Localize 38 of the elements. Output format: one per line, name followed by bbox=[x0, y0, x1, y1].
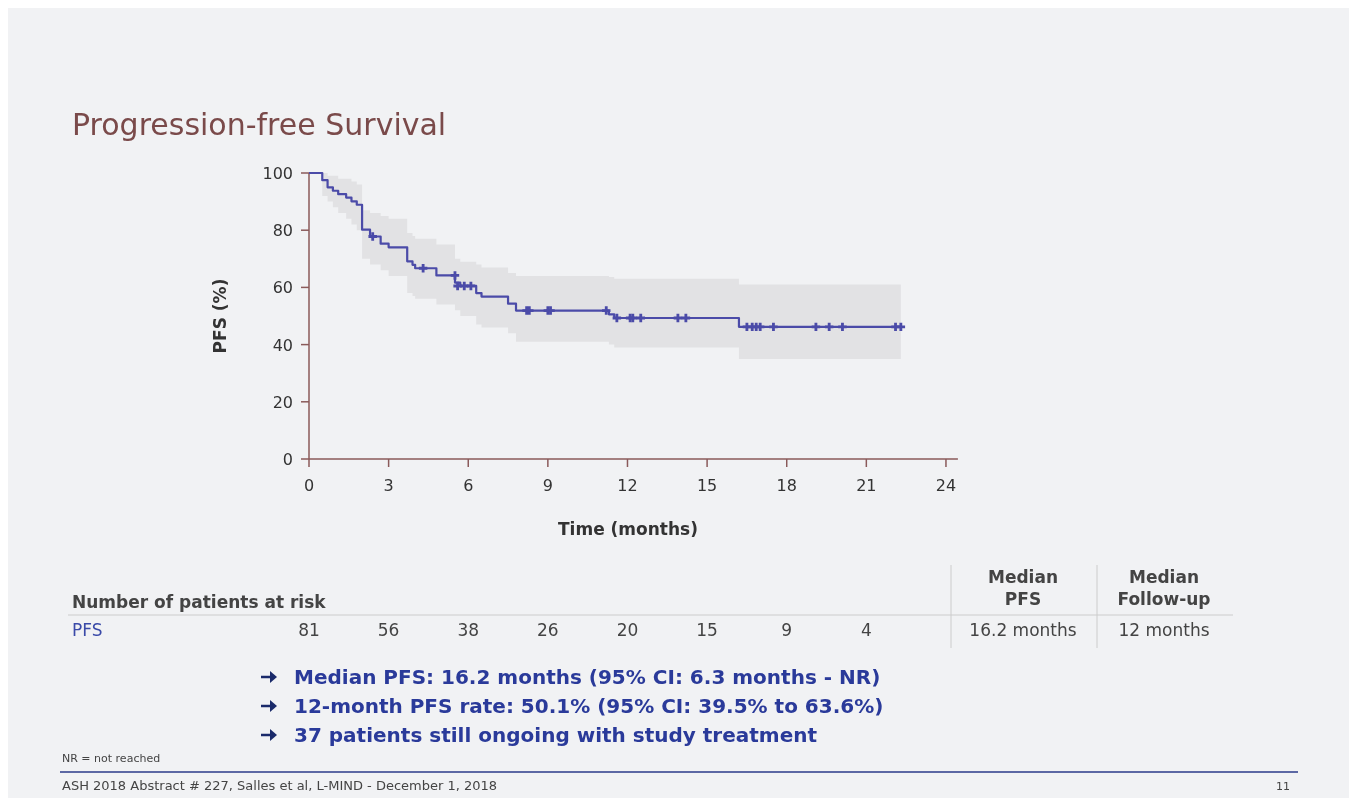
text: 20 bbox=[616, 620, 639, 640]
x-tick-label: 3 bbox=[383, 476, 394, 495]
text: Median Follow-up bbox=[1117, 567, 1211, 609]
text: Number of patients at risk bbox=[72, 592, 327, 612]
text: 56 bbox=[377, 620, 400, 640]
y-axis-title: PFS (%) bbox=[210, 278, 230, 354]
text: 9 bbox=[781, 620, 793, 640]
x-tick-label: 18 bbox=[776, 476, 797, 495]
text: PFS bbox=[72, 620, 103, 640]
text: 38 bbox=[457, 620, 480, 640]
text: ASH 2018 Abstract # 227, Salles et al, L-MIND - December 1, 2018 bbox=[62, 778, 498, 793]
y-tick-label: 100 bbox=[262, 164, 293, 183]
x-tick-label: 12 bbox=[617, 476, 638, 495]
text: 81 bbox=[298, 620, 320, 640]
text: 37 patients still ongoing with study treatment bbox=[294, 723, 818, 747]
x-tick-label: 0 bbox=[303, 476, 315, 495]
text: Median PFS bbox=[987, 567, 1059, 609]
text: 15 bbox=[696, 620, 718, 640]
text: 11 bbox=[1276, 780, 1290, 793]
x-tick-label: 6 bbox=[463, 476, 474, 495]
x-axis-title: Time (months) bbox=[558, 519, 698, 539]
y-tick-label: 40 bbox=[272, 335, 293, 355]
text: 16.2 months bbox=[969, 620, 1077, 640]
x-tick-label: 24 bbox=[935, 476, 957, 495]
y-tick-label: 0 bbox=[282, 450, 293, 469]
text: 26 bbox=[537, 620, 559, 640]
x-tick-label: 9 bbox=[542, 476, 553, 495]
y-tick-label: 20 bbox=[272, 392, 293, 412]
text: 12 months bbox=[1118, 620, 1210, 640]
y-tick-label: 60 bbox=[272, 278, 293, 298]
text: NR = not reached bbox=[62, 752, 161, 765]
chart-title: Progression-free Survival bbox=[72, 107, 447, 142]
y-tick-label: 80 bbox=[272, 221, 293, 241]
text: Median PFS: 16.2 months (95% CI: 6.3 months - NR) bbox=[294, 665, 881, 689]
text: 12-month PFS rate: 50.1% (95% CI: 39.5% to 63.6%) bbox=[294, 694, 884, 718]
x-tick-label: 21 bbox=[856, 476, 877, 495]
x-tick-label: 15 bbox=[696, 476, 718, 495]
text: 4 bbox=[860, 620, 872, 640]
